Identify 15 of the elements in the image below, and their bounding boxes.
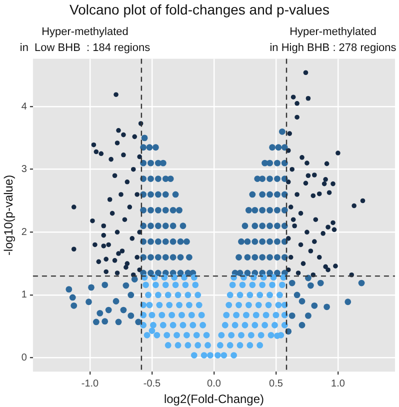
text: Hyper-methylated in High BHB : 278 regions [270,26,397,54]
y-tick-label: 1 [21,290,28,301]
x-tick-label: -1.0 [81,378,100,390]
x-axis-title: log2(Fold-Change) [164,392,264,406]
y-tick-label: 4 [21,101,28,112]
chart-title: Volcano plot of fold-changes and p-values [70,1,330,18]
x-tick-label: 1.0 [331,378,346,390]
y-axis-title: -log10(p-value) [2,174,16,256]
y-tick-label: 2 [21,226,28,238]
y-tick-label: 0 [21,352,28,364]
text: Hyper-methylated in Low BHB : 184 regions [20,26,151,54]
y-tick-label: 3 [21,164,28,176]
x-tick-label: -0.5 [143,378,162,390]
x-tick-label: 0.5 [269,378,284,390]
x-tick-label: 0.0 [207,378,222,390]
